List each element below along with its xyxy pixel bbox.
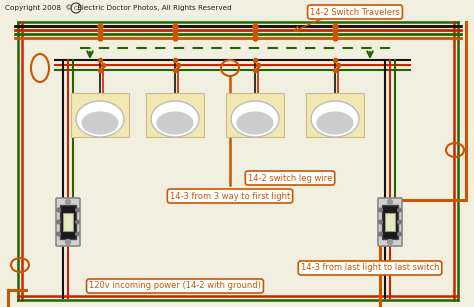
Circle shape — [388, 200, 392, 204]
Circle shape — [398, 208, 401, 212]
Bar — [60, 205, 76, 239]
Bar — [63, 213, 73, 231]
Text: 14-2 Switch Travelers: 14-2 Switch Travelers — [310, 7, 400, 17]
Bar — [385, 213, 395, 231]
Circle shape — [65, 239, 71, 244]
Ellipse shape — [311, 101, 359, 137]
Circle shape — [388, 239, 392, 244]
Ellipse shape — [317, 112, 353, 134]
Ellipse shape — [157, 112, 193, 134]
Circle shape — [57, 208, 60, 212]
Bar — [226, 93, 284, 137]
Ellipse shape — [237, 112, 273, 134]
Circle shape — [379, 208, 383, 212]
Circle shape — [398, 232, 401, 236]
Circle shape — [398, 220, 401, 224]
Circle shape — [57, 220, 60, 224]
Circle shape — [379, 220, 383, 224]
Text: 14-2 switch leg wire: 14-2 switch leg wire — [248, 173, 332, 182]
Circle shape — [57, 232, 60, 236]
Text: 120v incoming power (14-2 with ground): 120v incoming power (14-2 with ground) — [89, 282, 261, 290]
Circle shape — [76, 208, 79, 212]
Circle shape — [76, 232, 79, 236]
Ellipse shape — [82, 112, 118, 134]
Circle shape — [65, 200, 71, 204]
Text: Copyright 2008  ©  Electric Doctor Photos, All Rights Reserved: Copyright 2008 © Electric Doctor Photos,… — [5, 5, 232, 11]
Bar — [71, 93, 129, 137]
Text: C: C — [74, 6, 78, 10]
Text: 14-3 from last light to last switch: 14-3 from last light to last switch — [301, 263, 439, 273]
Bar — [306, 93, 364, 137]
Ellipse shape — [231, 101, 279, 137]
FancyBboxPatch shape — [56, 198, 80, 246]
Text: 14-3 from 3 way to first light: 14-3 from 3 way to first light — [170, 192, 290, 200]
Bar — [382, 205, 398, 239]
Circle shape — [379, 232, 383, 236]
FancyBboxPatch shape — [378, 198, 402, 246]
Ellipse shape — [151, 101, 199, 137]
Circle shape — [76, 220, 79, 224]
Ellipse shape — [76, 101, 124, 137]
Bar — [146, 93, 204, 137]
